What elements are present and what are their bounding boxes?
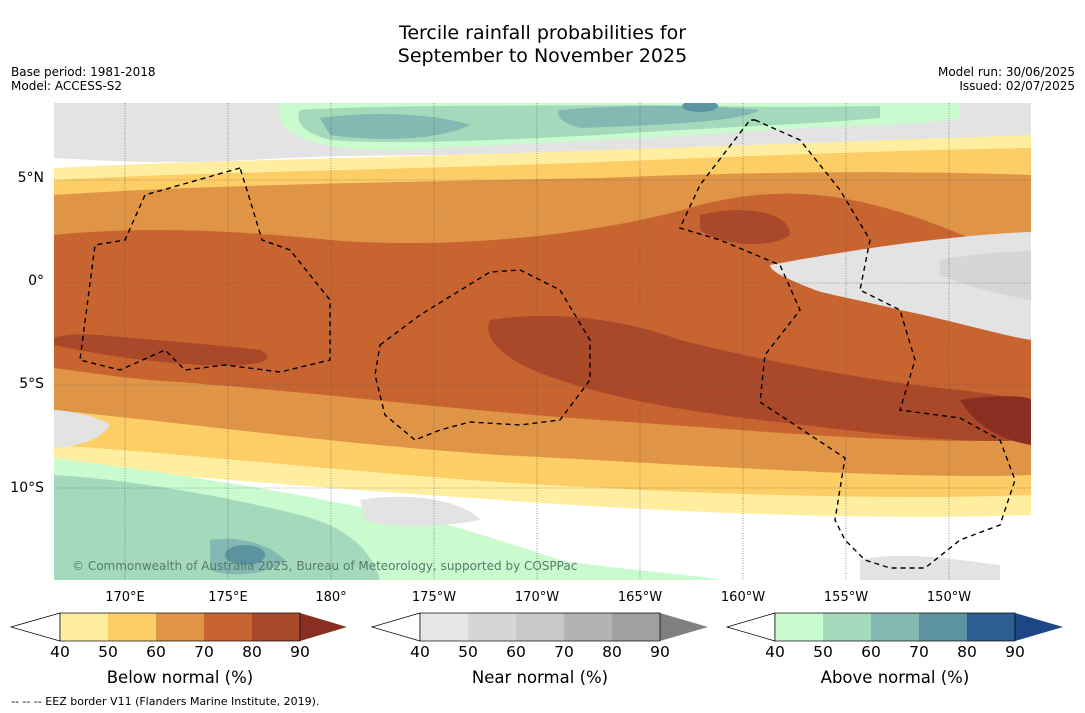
cbar-tick: 50 [813, 643, 833, 661]
lon-label: 170°E [105, 590, 145, 605]
lon-label: 150°W [926, 590, 972, 605]
cbar-tick: 40 [50, 643, 70, 661]
cbar-tick: 80 [957, 643, 977, 661]
cbar-tick: 60 [146, 643, 166, 661]
cbar-tick: 40 [765, 643, 785, 661]
colorbar-below [9, 612, 347, 642]
colorbar-near-label: Near normal (%) [471, 668, 609, 687]
lon-label: 175°E [208, 590, 248, 605]
graticule [54, 103, 1031, 580]
copyright-notice: © Commonwealth of Australia 2025, Bureau… [72, 559, 578, 573]
cbar-tick: 70 [909, 643, 929, 661]
colorbar-above [725, 612, 1063, 642]
meta-right: Model run: 30/06/2025 Issued: 02/07/2025 [938, 65, 1075, 93]
map-title-line1: Tercile rainfall probabilities for [398, 22, 687, 44]
cbar-tick: 90 [1005, 643, 1025, 661]
issued-date: Issued: 02/07/2025 [959, 79, 1075, 93]
cbar-tick: 60 [861, 643, 881, 661]
eez-footnote: -- -- -- EEZ border V11 (Flanders Marine… [11, 695, 320, 708]
lon-label: 170°W [514, 590, 560, 605]
colorbar-above-label: Above normal (%) [820, 668, 970, 687]
eez-borders [79, 119, 1016, 569]
cbar-tick: 50 [98, 643, 118, 661]
map-field [54, 103, 1031, 580]
colorbar-below-label: Below normal (%) [106, 668, 254, 687]
cbar-tick: 90 [290, 643, 310, 661]
lat-label-0: 0° [28, 273, 44, 289]
cbar-tick: 70 [554, 643, 574, 661]
map-title-line2: September to November 2025 [397, 45, 688, 67]
lon-label: 180° [315, 590, 347, 605]
model-run: Model run: 30/06/2025 [937, 65, 1075, 79]
cbar-tick: 50 [458, 643, 478, 661]
lat-label-5s: 5°S [19, 376, 44, 392]
cbar-tick: 90 [650, 643, 670, 661]
meta-left: Base period: 1981-2018 Model: ACCESS-S2 [11, 65, 156, 93]
cbar-tick: 70 [194, 643, 214, 661]
model-name: Model: ACCESS-S2 [11, 79, 123, 93]
cbar-tick: 40 [410, 643, 430, 661]
colorbar-near [370, 612, 708, 642]
lon-label: 165°W [617, 590, 663, 605]
cbar-tick: 80 [602, 643, 622, 661]
lon-label: 155°W [823, 590, 869, 605]
lon-label: 160°W [720, 590, 766, 605]
cbar-tick: 80 [242, 643, 262, 661]
base-period: Base period: 1981-2018 [11, 65, 156, 79]
lat-label-10s: 10°S [10, 480, 44, 496]
lat-label-5n: 5°N [17, 170, 44, 186]
lon-label: 175°W [411, 590, 457, 605]
cbar-tick: 60 [506, 643, 526, 661]
